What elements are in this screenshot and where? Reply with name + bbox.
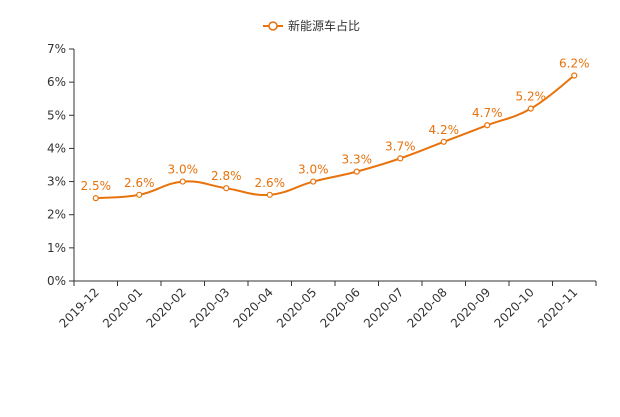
x-tick-label: 2020-09	[448, 285, 493, 330]
data-point[interactable]	[179, 178, 186, 185]
data-point[interactable]	[266, 191, 273, 198]
data-label: 3.7%	[385, 139, 416, 153]
x-tick-label: 2020-02	[144, 285, 189, 330]
series-group: 2.5% 2.6% 3.0% 2.8% 2.6% 3.0% 3.3% 3.7% 4.2% 4.7%…	[81, 57, 590, 202]
data-point[interactable]	[527, 105, 534, 112]
y-tick-label: 0%	[47, 274, 66, 288]
x-tick-label: 2020-03	[187, 285, 232, 330]
data-point[interactable]	[223, 185, 230, 192]
x-tick-label: 2019-12	[57, 285, 102, 330]
data-label: 3.0%	[168, 163, 199, 177]
y-tick-label: 2%	[47, 208, 66, 222]
y-tick-label: 7%	[47, 42, 66, 56]
data-point[interactable]	[136, 191, 143, 198]
x-tick-label: 2020-04	[231, 285, 276, 330]
legend-label: 新能源车占比	[288, 18, 360, 33]
series-line	[95, 74, 575, 200]
x-tick-label: 2020-06	[318, 285, 363, 330]
legend-circle-marker	[268, 21, 278, 31]
y-tick-label: 1%	[47, 241, 66, 255]
data-point[interactable]	[310, 178, 317, 185]
data-label: 2.5%	[81, 179, 112, 193]
y-tick-label: 4%	[47, 141, 66, 155]
legend[interactable]: 新能源车占比	[263, 18, 360, 33]
x-tick-label: 2020-05	[274, 285, 319, 330]
data-label: 6.2%	[559, 57, 590, 71]
data-point[interactable]	[440, 138, 447, 145]
x-tick-label: 2020-10	[492, 285, 537, 330]
data-label: 4.2%	[429, 123, 460, 137]
data-point[interactable]	[397, 155, 404, 162]
x-tick-label: 2020-11	[535, 285, 580, 330]
data-label: 4.7%	[472, 106, 503, 120]
data-point[interactable]	[484, 122, 491, 129]
x-tick-label: 2020-08	[405, 285, 450, 330]
data-label: 3.0%	[298, 163, 329, 177]
x-tick-label: 2020-07	[361, 285, 406, 330]
data-label: 2.6%	[255, 176, 286, 190]
data-point[interactable]	[92, 195, 99, 202]
data-point[interactable]	[571, 72, 578, 79]
x-tick-label: 2020-01	[100, 285, 145, 330]
data-label: 2.8%	[211, 169, 242, 183]
y-tick-label: 5%	[47, 108, 66, 122]
data-point[interactable]	[353, 168, 360, 175]
data-label: 5.2%	[516, 90, 547, 104]
y-tick-label: 6%	[47, 75, 66, 89]
data-label: 2.6%	[124, 176, 155, 190]
y-tick-label: 3%	[47, 175, 66, 189]
data-label: 3.3%	[342, 153, 373, 167]
